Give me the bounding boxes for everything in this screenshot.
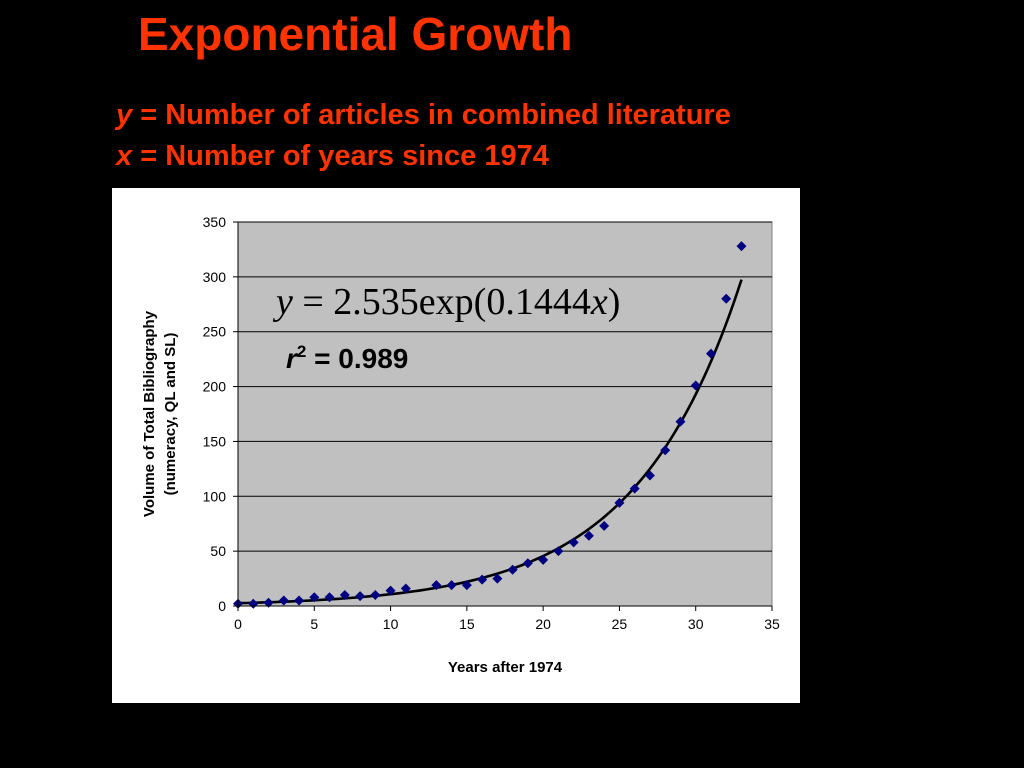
data-point: [675, 416, 686, 427]
slide-title: Exponential Growth: [138, 8, 573, 60]
data-point: [278, 595, 289, 606]
data-point: [522, 558, 533, 569]
fit-curve: [237, 279, 743, 605]
data-point: [263, 597, 274, 608]
data-point: [507, 564, 518, 575]
data-point: [370, 590, 381, 601]
data-point: [644, 470, 655, 481]
data-point: [721, 293, 732, 304]
r2-r: r: [286, 343, 297, 374]
data-point: [690, 380, 701, 391]
axes: 0 50 100 150 200 250 300 350 0 5 10 15 20 25 30 35: [203, 214, 780, 632]
data-point: [736, 241, 747, 252]
data-point: [400, 583, 411, 594]
data-point: [385, 585, 396, 596]
x-definition: x = Number of years since 1974: [116, 139, 549, 173]
x-tick-label: 25: [612, 616, 628, 632]
data-point: [461, 580, 472, 591]
scatter-chart: 0 50 100 150 200 250 300 350 0 5 10 15 20 25 30 35 Year…: [141, 214, 780, 676]
data-point: [477, 574, 488, 585]
x-definition-text: = Number of years since 1974: [132, 140, 549, 172]
y-definition: y = Number of articles in combined liter…: [116, 98, 731, 132]
y-tick-label: 50: [210, 543, 226, 559]
data-point: [446, 580, 457, 591]
r2-value: = 0.989: [306, 343, 409, 374]
data-point: [599, 520, 610, 531]
data-point: [324, 592, 335, 603]
x-tick-label: 15: [459, 616, 475, 632]
data-point: [309, 592, 320, 603]
x-tick-label: 35: [764, 616, 780, 632]
eq-y: y: [276, 281, 293, 323]
eq-rhs: = 2.535exp(0.1444: [292, 281, 591, 323]
y-tick-label: 200: [203, 379, 227, 395]
y-tick-label: 250: [203, 324, 227, 340]
chart-panel: 0 50 100 150 200 250 300 350 0 5 10 15 20 25 30 35 Year…: [112, 188, 800, 703]
r-squared-label: r2 = 0.989: [286, 342, 408, 376]
data-point: [705, 348, 716, 359]
gridlines: [238, 221, 772, 552]
x-tick-label: 20: [535, 616, 551, 632]
y-tick-label: 100: [203, 488, 227, 504]
y-definition-text: = Number of articles in combined literat…: [132, 99, 731, 131]
y-tick-label: 300: [203, 269, 227, 285]
r2-exponent: 2: [296, 342, 307, 361]
data-point: [629, 483, 640, 494]
y-tick-label: 150: [203, 433, 227, 449]
data-point: [568, 537, 579, 548]
data-point: [660, 445, 671, 456]
y-tick-label: 350: [203, 214, 227, 230]
fit-equation: y = 2.535exp(0.1444x): [276, 280, 620, 324]
x-tick-label: 5: [310, 616, 318, 632]
y-axis-title-line1: Volume of Total Bibliography: [141, 310, 158, 517]
y-axis-title-line2: (numeracy, QL and SL): [162, 333, 179, 496]
eq-close: ): [607, 281, 621, 323]
data-point: [553, 546, 564, 557]
plot-area: [237, 221, 773, 607]
y-variable: y: [116, 99, 133, 131]
data-point: [294, 595, 305, 606]
data-point: [431, 580, 442, 591]
data-point: [355, 591, 366, 602]
x-variable: x: [116, 140, 133, 172]
fit-curve-layer: [237, 279, 743, 605]
x-tick-label: 0: [234, 616, 242, 632]
eq-x: x: [590, 281, 608, 323]
data-point: [614, 497, 625, 508]
x-tick-label: 30: [688, 616, 704, 632]
x-tick-label: 10: [383, 616, 399, 632]
data-point: [339, 590, 350, 601]
data-point: [538, 554, 549, 565]
data-point: [492, 573, 503, 584]
y-tick-label: 0: [218, 598, 226, 614]
x-axis-title: Years after 1974: [448, 659, 563, 676]
data-point: [583, 530, 594, 541]
